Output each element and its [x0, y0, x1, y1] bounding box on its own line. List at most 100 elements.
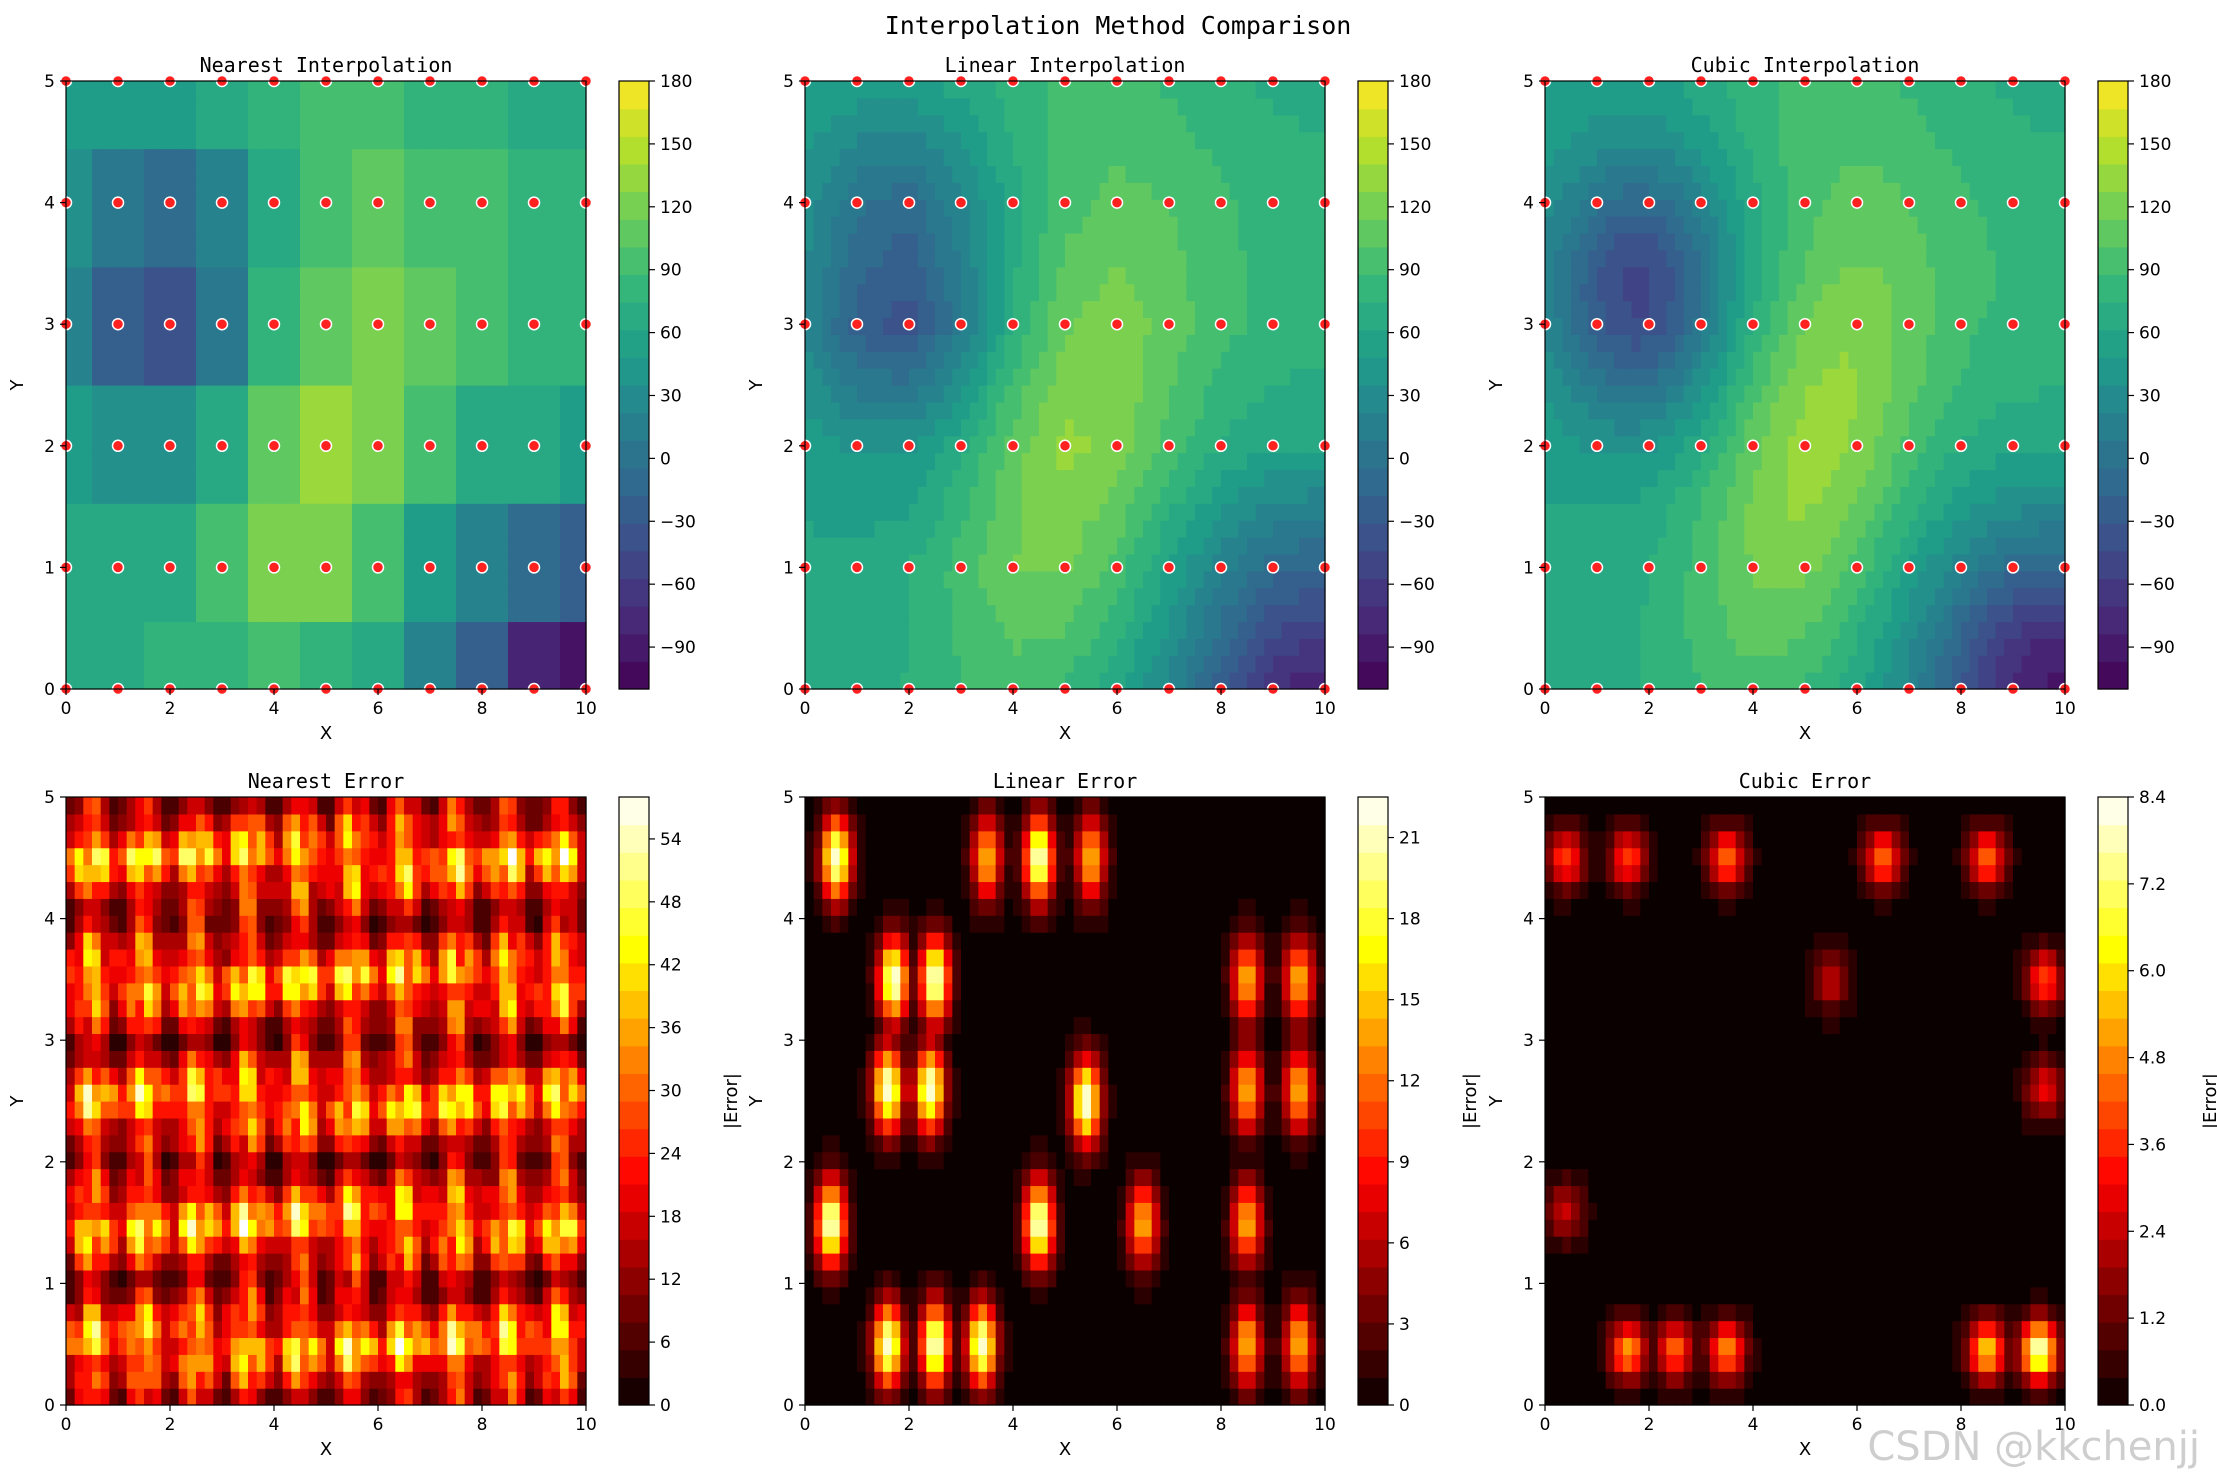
heatmap-cell	[222, 249, 232, 268]
heatmap-cell	[1290, 249, 1300, 268]
heatmap-cell	[516, 233, 526, 251]
heatmap-cell	[1264, 672, 1274, 690]
heatmap-cell	[1229, 486, 1239, 504]
heatmap-cell	[952, 385, 962, 403]
heatmap-cell	[1290, 317, 1300, 335]
heatmap-cell	[369, 148, 379, 167]
heatmap-cell	[1588, 351, 1598, 369]
heatmap-cell	[430, 300, 440, 319]
heatmap-cell	[813, 452, 823, 471]
colorbar-tick-label: −60	[1399, 575, 1435, 595]
heatmap-cell	[909, 216, 919, 234]
heatmap-cell	[1125, 486, 1135, 504]
heatmap-cell	[187, 131, 197, 150]
heatmap-cell	[1281, 469, 1291, 487]
heatmap-cell	[874, 300, 884, 319]
heatmap-cell	[152, 199, 162, 217]
linear-interp-ylabel: Y	[746, 379, 767, 392]
heatmap-cell	[499, 266, 509, 285]
heatmap-cell	[1134, 469, 1144, 487]
heatmap-cell	[386, 486, 396, 504]
heatmap-cell	[1021, 249, 1031, 268]
heatmap-cell	[126, 435, 136, 454]
heatmap-cell	[438, 81, 448, 99]
heatmap-cell	[1117, 638, 1127, 656]
heatmap-cell	[525, 233, 535, 251]
heatmap-cell	[1290, 672, 1300, 690]
heatmap-cell	[1264, 368, 1274, 386]
heatmap-cell	[917, 334, 927, 352]
heatmap-cell	[1597, 368, 1607, 386]
heatmap-cell	[917, 131, 927, 150]
heatmap-cell	[1082, 317, 1092, 335]
heatmap-cell	[239, 131, 249, 150]
heatmap-cell	[1247, 300, 1257, 319]
colorbar-band	[619, 633, 649, 662]
heatmap-cell	[1631, 604, 1641, 623]
heatmap-cell	[334, 520, 344, 538]
heatmap-cell	[1307, 621, 1317, 639]
heatmap-cell	[1160, 182, 1170, 200]
heatmap-cell	[1125, 452, 1135, 471]
heatmap-cell	[1247, 638, 1257, 656]
heatmap-cell	[1299, 368, 1309, 386]
heatmap-cell	[900, 621, 910, 639]
heatmap-cell	[534, 486, 544, 504]
heatmap-cell	[1307, 368, 1317, 386]
heatmap-cell	[248, 469, 258, 487]
heatmap-cell	[805, 114, 815, 133]
heatmap-cell	[118, 385, 128, 403]
heatmap-cell	[187, 165, 197, 183]
sample-point	[111, 561, 125, 574]
heatmap-cell	[404, 351, 414, 369]
heatmap-cell	[865, 435, 875, 454]
sample-point	[1266, 561, 1280, 574]
heatmap-cell	[360, 553, 370, 572]
heatmap-cell	[1281, 418, 1291, 437]
heatmap-cell	[1571, 503, 1581, 521]
heatmap-cell	[883, 283, 893, 302]
heatmap-cell	[978, 401, 988, 420]
heatmap-cell	[1186, 182, 1196, 200]
heatmap-cell	[1030, 401, 1040, 420]
heatmap-cell	[525, 334, 535, 352]
heatmap-cell	[1030, 182, 1040, 200]
heatmap-cell	[1255, 114, 1265, 133]
heatmap-cell	[1203, 148, 1213, 167]
heatmap-cell	[978, 216, 988, 234]
heatmap-cell	[100, 368, 110, 386]
heatmap-cell	[473, 385, 483, 403]
heatmap-cell	[900, 182, 910, 200]
heatmap-cell	[1255, 182, 1265, 200]
heatmap-cell	[1125, 317, 1135, 335]
heatmap-cell	[848, 114, 858, 133]
heatmap-cell	[883, 401, 893, 420]
heatmap-cell	[1099, 570, 1109, 589]
heatmap-cell	[1299, 604, 1309, 623]
heatmap-cell	[1281, 435, 1291, 454]
heatmap-cell	[421, 182, 431, 200]
heatmap-cell	[1290, 148, 1300, 167]
heatmap-cell	[369, 655, 379, 673]
heatmap-cell	[1255, 638, 1265, 656]
heatmap-cell	[1229, 317, 1239, 335]
heatmap-cell	[1108, 233, 1118, 251]
heatmap-cell	[891, 182, 901, 200]
heatmap-cell	[1290, 216, 1300, 234]
figure-title: Interpolation Method Comparison	[885, 11, 1352, 40]
heatmap-cell	[326, 182, 336, 200]
heatmap-cell	[909, 537, 919, 555]
heatmap-cell	[499, 216, 509, 234]
heatmap-cell	[508, 81, 518, 99]
heatmap-cell	[135, 199, 145, 217]
heatmap-cell	[1143, 351, 1153, 369]
heatmap-cell	[300, 148, 310, 167]
heatmap-cell	[404, 81, 414, 99]
heatmap-cell	[961, 182, 971, 200]
heatmap-cell	[848, 351, 858, 369]
heatmap-cell	[482, 368, 492, 386]
heatmap-cell	[542, 452, 552, 471]
heatmap-cell	[987, 435, 997, 454]
heatmap-cell	[204, 621, 214, 639]
heatmap-cell	[508, 283, 518, 302]
